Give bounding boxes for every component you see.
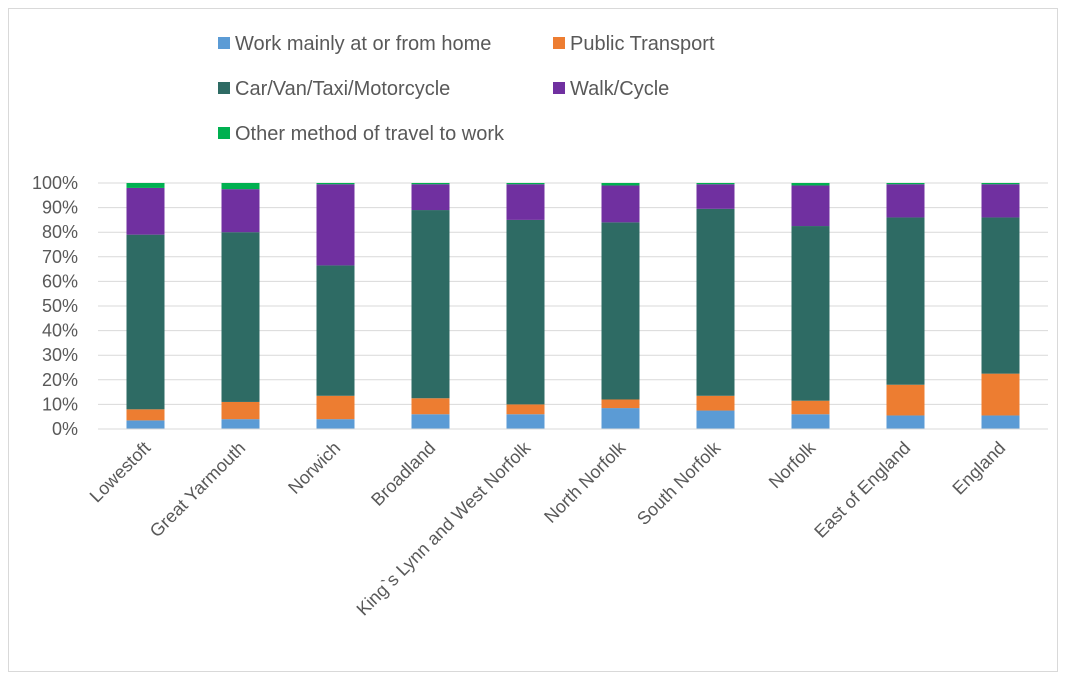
legend-swatch bbox=[553, 37, 565, 49]
bar-segment-1 bbox=[411, 414, 450, 429]
bar-segment-5 bbox=[411, 183, 450, 185]
x-category-label: King`s Lynn and West Norfolk bbox=[353, 437, 536, 620]
legend-label: Walk/Cycle bbox=[570, 78, 669, 100]
bar-segment-5 bbox=[886, 183, 925, 185]
legend-swatch bbox=[218, 82, 230, 94]
bar-segment-2 bbox=[601, 399, 640, 409]
bar-segment-4 bbox=[886, 184, 925, 218]
y-tick-label: 80% bbox=[42, 222, 78, 242]
bar-segment-1 bbox=[506, 414, 545, 429]
y-tick-label: 70% bbox=[42, 247, 78, 267]
bar-segment-2 bbox=[411, 398, 450, 415]
y-tick-label: 50% bbox=[42, 296, 78, 316]
bar-segment-3 bbox=[506, 219, 545, 405]
bar-segment-4 bbox=[506, 184, 545, 220]
bar-segment-5 bbox=[221, 183, 260, 190]
bar-segment-1 bbox=[886, 415, 925, 429]
bar-segment-4 bbox=[126, 187, 165, 235]
bar-segment-2 bbox=[981, 373, 1020, 416]
bar-segment-3 bbox=[411, 210, 450, 399]
legend-swatch bbox=[553, 82, 565, 94]
x-category-label: Norfolk bbox=[765, 437, 820, 492]
y-tick-label: 100% bbox=[32, 173, 78, 193]
bar-segment-2 bbox=[316, 395, 355, 420]
bar-segment-3 bbox=[696, 208, 735, 396]
x-category-label: South Norfolk bbox=[633, 437, 725, 529]
bar-segment-1 bbox=[981, 415, 1020, 429]
bar-segment-2 bbox=[696, 395, 735, 411]
bar-segment-4 bbox=[791, 185, 830, 227]
bar-segment-5 bbox=[506, 183, 545, 185]
x-category-label: North Norfolk bbox=[540, 437, 630, 527]
bar-segment-5 bbox=[601, 183, 640, 186]
legend-swatch bbox=[218, 37, 230, 49]
x-category-label: Broadland bbox=[367, 438, 439, 510]
legend: Work mainly at or from home Public Transp… bbox=[218, 33, 715, 145]
bar-segment-3 bbox=[316, 265, 355, 396]
bar-segment-5 bbox=[316, 183, 355, 185]
bar-segment-2 bbox=[126, 409, 165, 421]
bar-segment-5 bbox=[126, 183, 165, 188]
legend-label: Work mainly at or from home bbox=[235, 33, 491, 55]
bar-segment-1 bbox=[791, 414, 830, 429]
bar-segment-4 bbox=[221, 189, 260, 233]
y-tick-label: 60% bbox=[42, 271, 78, 291]
bar-segment-4 bbox=[601, 185, 640, 223]
bar-segment-2 bbox=[886, 384, 925, 416]
legend-label: Car/Van/Taxi/Motorcycle bbox=[235, 78, 450, 100]
bar-segment-3 bbox=[601, 222, 640, 400]
x-category-label: Lowestoft bbox=[86, 438, 155, 507]
y-tick-label: 10% bbox=[42, 394, 78, 414]
x-category-label: Great Yarmouth bbox=[146, 438, 250, 542]
bar-segment-1 bbox=[316, 419, 355, 429]
bar-segment-3 bbox=[126, 234, 165, 410]
bar-segment-2 bbox=[221, 401, 260, 420]
x-category-label: Norwich bbox=[284, 438, 344, 498]
bar-segment-3 bbox=[886, 217, 925, 385]
bar-segment-3 bbox=[981, 217, 1020, 374]
legend-swatch bbox=[218, 127, 230, 139]
bar-segment-1 bbox=[126, 420, 165, 429]
bar-segment-2 bbox=[506, 404, 545, 415]
bar-segment-2 bbox=[791, 400, 830, 415]
bar-segment-4 bbox=[316, 184, 355, 266]
bar-segment-4 bbox=[696, 184, 735, 209]
bar-segment-5 bbox=[791, 183, 830, 186]
bar-segment-1 bbox=[696, 410, 735, 429]
bar-segment-5 bbox=[696, 183, 735, 185]
x-category-label: England bbox=[948, 438, 1009, 499]
bar-segment-1 bbox=[601, 408, 640, 429]
y-tick-label: 30% bbox=[42, 345, 78, 365]
bar-segment-4 bbox=[981, 184, 1020, 218]
y-axis-ticks: 0% 10% 20% 30% 40% 50% 60% 70% 80% 90% 100% bbox=[32, 173, 78, 439]
y-tick-label: 40% bbox=[42, 321, 78, 341]
bar-segment-4 bbox=[411, 184, 450, 211]
legend-label: Public Transport bbox=[570, 33, 715, 55]
y-tick-label: 0% bbox=[52, 419, 78, 439]
bar-segment-5 bbox=[981, 183, 1020, 185]
bar-segment-3 bbox=[221, 232, 260, 402]
y-tick-label: 20% bbox=[42, 370, 78, 390]
x-category-label: East of England bbox=[810, 438, 914, 542]
y-tick-label: 90% bbox=[42, 198, 78, 218]
legend-label: Other method of travel to work bbox=[235, 123, 505, 145]
bar-segment-3 bbox=[791, 226, 830, 401]
bar-segment-1 bbox=[221, 419, 260, 429]
